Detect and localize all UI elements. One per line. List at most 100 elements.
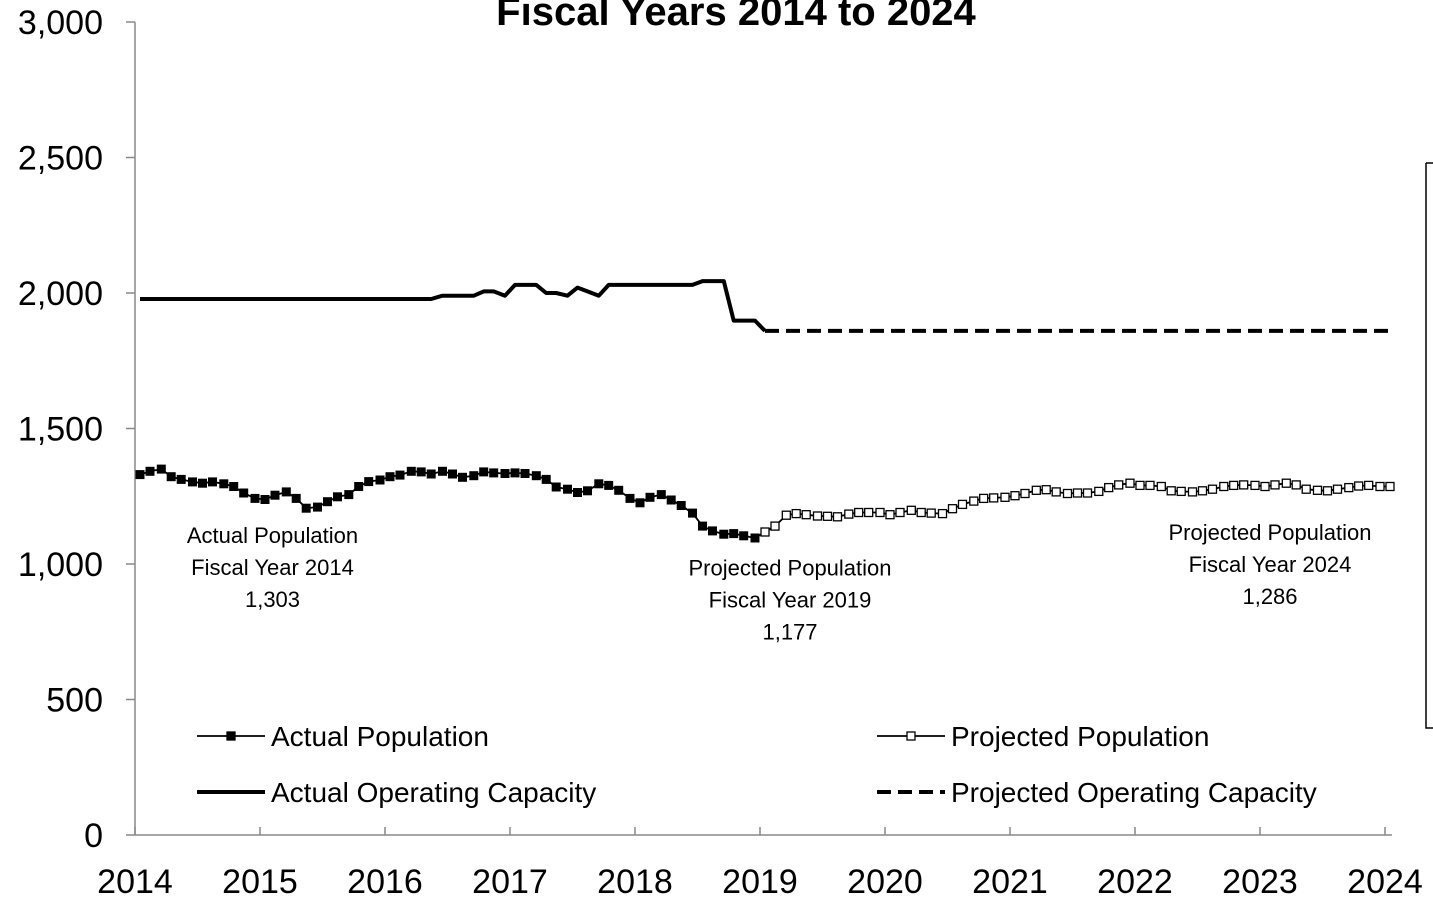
data-point bbox=[1250, 480, 1260, 491]
data-point bbox=[1344, 482, 1354, 493]
data-point bbox=[500, 469, 510, 478]
data-point bbox=[1041, 485, 1051, 495]
x-tick-label: 2014 bbox=[97, 863, 173, 897]
data-point bbox=[229, 482, 239, 491]
series-projected-population bbox=[760, 478, 1395, 537]
data-point bbox=[438, 466, 447, 476]
data-point bbox=[989, 493, 999, 503]
legend-item: Projected Population bbox=[877, 721, 1209, 752]
legend-item: Actual Population bbox=[197, 721, 489, 752]
data-point bbox=[344, 490, 354, 500]
data-point bbox=[291, 493, 301, 503]
y-tick-label: 1,500 bbox=[18, 411, 103, 449]
x-tick-label: 2015 bbox=[222, 863, 298, 897]
data-point bbox=[885, 510, 895, 520]
legend: Actual Population Projected Population Act… bbox=[197, 721, 1317, 808]
data-point bbox=[926, 508, 936, 518]
data-point bbox=[176, 474, 186, 484]
data-point bbox=[1166, 486, 1176, 496]
data-point bbox=[916, 507, 926, 518]
annotation: Projected Population Fiscal Year 2024 1,28… bbox=[1168, 520, 1371, 609]
data-point bbox=[864, 507, 874, 518]
x-tick-label: 2022 bbox=[1097, 863, 1173, 897]
annotation-line: 1,303 bbox=[245, 587, 300, 612]
data-point bbox=[281, 487, 291, 497]
data-point bbox=[333, 492, 342, 502]
data-point bbox=[583, 486, 592, 496]
annotation-line: Fiscal Year 2019 bbox=[709, 587, 872, 612]
annotation-line: Fiscal Year 2024 bbox=[1189, 552, 1352, 577]
x-tick-label: 2024 bbox=[1347, 863, 1423, 897]
data-point bbox=[1322, 486, 1333, 496]
data-point bbox=[166, 472, 176, 482]
data-point bbox=[739, 531, 749, 541]
data-point bbox=[479, 467, 489, 477]
data-point bbox=[832, 512, 843, 522]
data-point bbox=[551, 482, 561, 492]
data-point bbox=[395, 470, 405, 480]
data-point bbox=[604, 480, 614, 490]
y-tick-label: 1,000 bbox=[18, 546, 103, 584]
data-point bbox=[448, 469, 457, 479]
data-point bbox=[541, 474, 551, 484]
data-point bbox=[1051, 487, 1061, 497]
data-point bbox=[520, 469, 530, 478]
data-point bbox=[1332, 484, 1343, 494]
annotation: Actual Population Fiscal Year 2014 1,303 bbox=[187, 523, 358, 612]
data-point bbox=[1082, 488, 1093, 498]
series-group bbox=[135, 279, 1395, 543]
data-point bbox=[1094, 486, 1104, 497]
y-tick-label: 3,000 bbox=[18, 4, 103, 42]
data-point bbox=[406, 466, 416, 476]
data-point bbox=[957, 499, 968, 510]
data-point bbox=[1176, 486, 1186, 497]
data-point bbox=[1364, 480, 1374, 491]
annotation-line: Actual Population bbox=[187, 523, 358, 548]
data-point bbox=[426, 469, 436, 479]
x-tick-label: 2017 bbox=[472, 863, 548, 897]
data-point bbox=[510, 468, 520, 478]
data-point bbox=[698, 521, 707, 531]
data-point bbox=[239, 488, 249, 498]
data-point bbox=[145, 466, 155, 476]
data-point bbox=[489, 468, 499, 478]
data-point bbox=[208, 477, 217, 487]
data-point bbox=[573, 488, 582, 497]
legend-item: Actual Operating Capacity bbox=[197, 777, 596, 808]
data-point bbox=[219, 479, 229, 489]
data-point bbox=[719, 529, 729, 539]
data-point bbox=[1020, 488, 1030, 499]
chart-title: Fiscal Years 2014 to 2024 bbox=[496, 0, 976, 34]
data-point bbox=[458, 472, 467, 482]
data-point bbox=[1114, 480, 1124, 490]
data-point bbox=[1145, 480, 1155, 491]
data-point bbox=[822, 511, 833, 521]
data-point bbox=[416, 467, 426, 477]
data-point bbox=[1031, 485, 1041, 495]
legend-label: Projected Operating Capacity bbox=[951, 777, 1317, 808]
data-point bbox=[708, 526, 717, 536]
data-point bbox=[385, 472, 395, 482]
data-point bbox=[135, 470, 145, 480]
data-point bbox=[364, 477, 374, 487]
tick-labels: 0 500 1,000 1,500 2,000 2,500 3,000 2014 2015 201… bbox=[18, 4, 1423, 897]
y-tick-label: 500 bbox=[46, 682, 103, 720]
data-point bbox=[1375, 481, 1385, 492]
data-point bbox=[1072, 488, 1083, 498]
data-point bbox=[1187, 487, 1198, 497]
legend-label: Projected Population bbox=[951, 721, 1209, 752]
data-point bbox=[270, 490, 280, 500]
data-point bbox=[979, 493, 989, 504]
data-point bbox=[354, 482, 364, 491]
data-point bbox=[937, 508, 948, 519]
series-actual-operating-capacity bbox=[140, 279, 767, 333]
annotation-line: 1,177 bbox=[762, 619, 817, 644]
data-point bbox=[666, 495, 676, 505]
data-point bbox=[1281, 478, 1291, 488]
data-point bbox=[875, 507, 885, 518]
y-tick-label: 0 bbox=[84, 817, 103, 855]
data-point bbox=[1197, 486, 1208, 496]
data-point bbox=[1219, 481, 1229, 492]
data-point bbox=[1270, 480, 1280, 490]
